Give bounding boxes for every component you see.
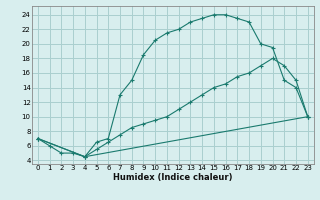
X-axis label: Humidex (Indice chaleur): Humidex (Indice chaleur) — [113, 173, 233, 182]
